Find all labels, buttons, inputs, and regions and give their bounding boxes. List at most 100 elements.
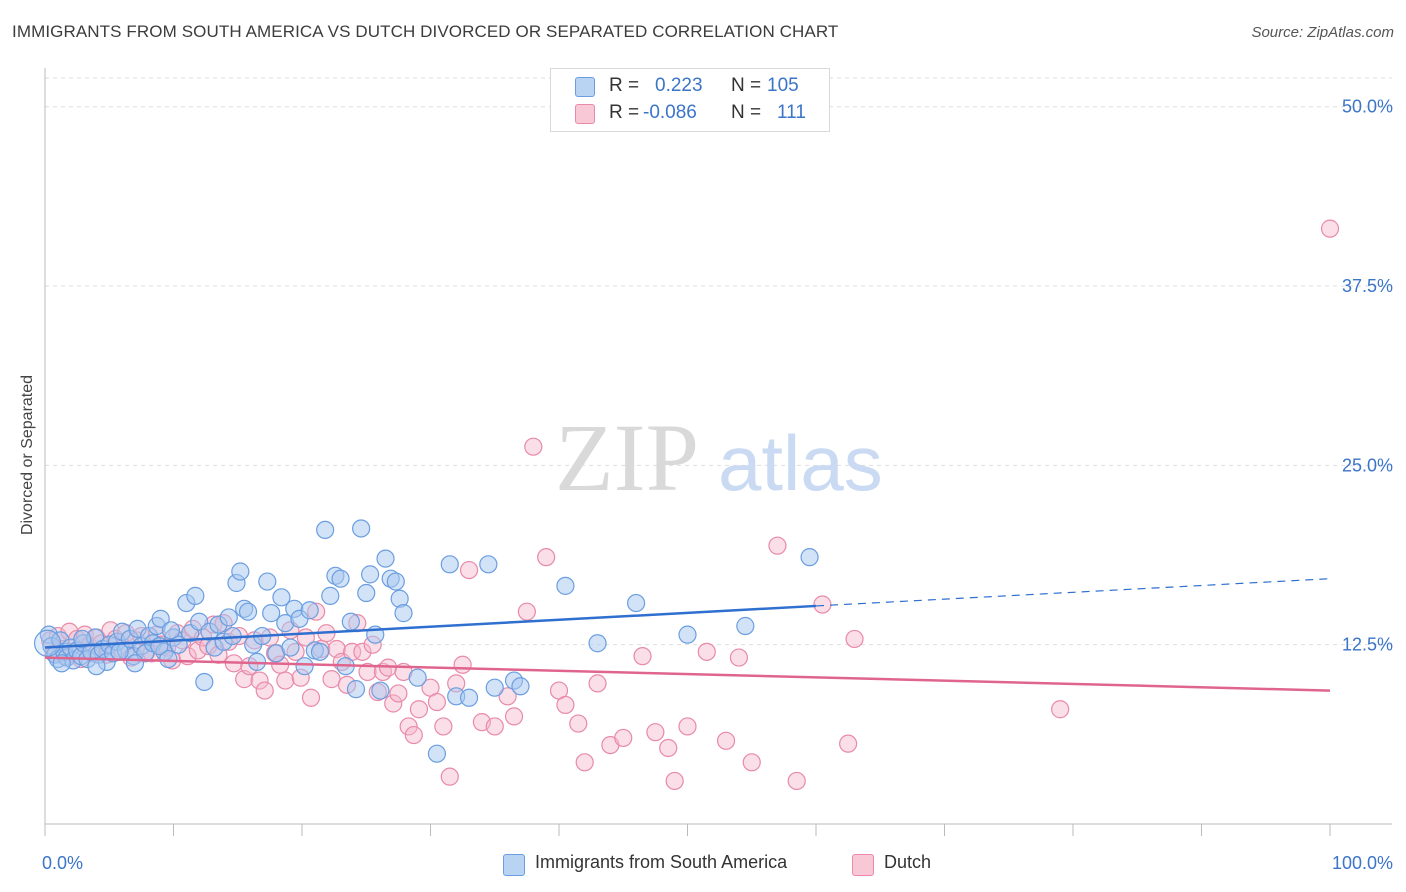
immigrants-trend-line <box>44 604 817 649</box>
immigrants-point <box>219 608 238 627</box>
immigrants-point <box>238 602 258 621</box>
immigrants-point <box>300 601 319 620</box>
immigrants-point <box>272 588 291 607</box>
dutch-point <box>659 738 678 758</box>
immigrants-point <box>427 744 447 763</box>
immigrants-point <box>295 657 314 676</box>
bottom-legend-label: Dutch <box>884 852 932 872</box>
correlation-legend: R = 0.223 N = 105 R = -0.086 N = 111 <box>550 68 830 132</box>
bottom-legend-swatch-pink <box>852 854 874 876</box>
chart-title: IMMIGRANTS FROM SOUTH AMERICA VS DUTCH D… <box>12 22 839 41</box>
immigrants-point <box>159 649 178 669</box>
dutch-point <box>276 671 295 690</box>
dutch-point <box>614 728 633 748</box>
gridlines <box>45 77 1392 646</box>
x-tick-label-max: 100.0% <box>1332 853 1393 873</box>
y-tick-label: 12.5% <box>1342 635 1393 655</box>
immigrants-point <box>736 616 755 636</box>
immigrants-point <box>588 634 607 653</box>
y-tick-label: 37.5% <box>1342 276 1393 296</box>
watermark: ZIP atlas <box>555 404 883 511</box>
dutch-point <box>322 670 341 689</box>
immigrants-point <box>440 555 459 574</box>
immigrants-point <box>331 569 350 588</box>
legend-n-label: N = <box>731 75 762 96</box>
dutch-point <box>1320 219 1340 238</box>
dutch-point <box>440 767 459 786</box>
dutch-point <box>384 694 403 713</box>
dutch-point <box>716 731 736 750</box>
dutch-point <box>646 723 665 742</box>
dutch-point <box>427 692 447 712</box>
tick-labels: 12.5% 25.0% 37.5% 50.0% 0.0% 100.0% <box>42 97 1393 873</box>
dutch-point <box>839 734 858 753</box>
immigrants-point <box>386 572 405 591</box>
immigrants-point <box>361 565 380 584</box>
immigrants-point <box>258 572 277 591</box>
immigrants-point <box>511 677 530 696</box>
immigrants-point <box>125 654 145 673</box>
dutch-point <box>358 662 377 682</box>
dutch-point <box>498 687 517 706</box>
immigrants-point <box>459 688 479 707</box>
bottom-legend-label: Immigrants from South America <box>535 852 788 872</box>
dutch-point <box>250 671 269 690</box>
immigrants-point <box>161 621 181 640</box>
immigrants-point <box>352 519 371 538</box>
dutch-point <box>768 536 787 555</box>
watermark-zip: ZIP <box>555 404 699 511</box>
dutch-point <box>813 595 832 614</box>
immigrants-point <box>341 612 360 631</box>
legend-r-value: -0.086 <box>643 102 697 123</box>
immigrants-point <box>556 576 575 595</box>
immigrants-point <box>186 586 205 605</box>
y-tick-label: 50.0% <box>1342 97 1393 117</box>
dutch-point <box>409 700 429 719</box>
immigrants-point <box>394 604 413 623</box>
dutch-point <box>353 642 372 661</box>
immigrants-point <box>310 642 330 661</box>
immigrants-point <box>479 555 498 574</box>
dutch-point <box>524 437 543 456</box>
trend-lines <box>44 578 1331 692</box>
dutch-point <box>399 717 418 736</box>
dutch-point <box>588 674 607 693</box>
dutch-point <box>575 753 594 772</box>
immigrants-point <box>485 678 504 697</box>
dutch-point <box>742 753 761 772</box>
immigrants-point <box>195 672 214 692</box>
dutch-point <box>459 560 479 580</box>
immigrants-trend-extension <box>815 578 1331 607</box>
dutch-point <box>1051 700 1070 719</box>
immigrants-point <box>231 562 250 581</box>
dutch-point <box>389 684 408 703</box>
immigrants-point <box>346 680 366 699</box>
watermark-atlas: atlas <box>718 419 883 507</box>
immigrants-point <box>678 625 697 644</box>
dutch-point <box>537 548 556 567</box>
immigrants-point <box>110 642 129 661</box>
dutch-point <box>404 725 423 745</box>
dutch-point <box>556 695 575 715</box>
dutch-point <box>678 717 697 736</box>
immigrants-point <box>151 609 170 628</box>
legend-n-value: 105 <box>767 75 799 96</box>
legend-swatch-pink <box>575 104 595 124</box>
dutch-point <box>453 655 472 674</box>
dutch-point <box>517 602 536 621</box>
dutch-point <box>633 647 652 666</box>
immigrants-point <box>408 668 427 687</box>
dutch-point <box>255 681 274 700</box>
immigrants-point <box>800 548 819 567</box>
immigrants-point <box>371 681 390 700</box>
bottom-legend-swatch-blue <box>503 854 525 876</box>
legend-r-value: 0.223 <box>655 75 703 96</box>
dutch-point <box>665 771 684 791</box>
dutch-point <box>301 688 321 707</box>
immigrants-point <box>376 549 395 568</box>
legend-swatch-blue <box>575 77 595 97</box>
dutch-point <box>485 717 504 736</box>
x-tick-label-min: 0.0% <box>42 853 83 873</box>
immigrants-point <box>321 586 340 605</box>
immigrants-point <box>316 520 335 540</box>
